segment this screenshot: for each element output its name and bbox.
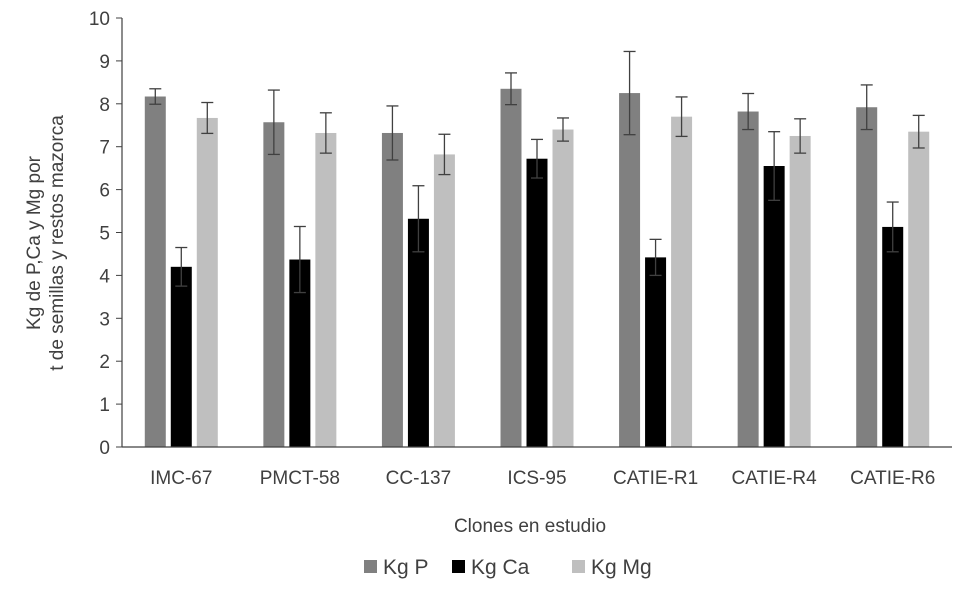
bar-kg-p-pmct-58 (263, 122, 285, 447)
x-category-label: IMC-67 (150, 468, 212, 489)
x-category-label: CATIE-R1 (613, 468, 698, 489)
y-axis-ticks: 0 1 2 3 4 5 6 7 8 9 10 (89, 9, 122, 459)
y-tick-label: 6 (99, 181, 110, 202)
bar-kg-p-catie-r1 (619, 93, 641, 447)
legend-swatch (572, 560, 585, 573)
y-tick-label: 1 (99, 395, 110, 416)
error-bar (531, 138, 543, 179)
error-bar (149, 88, 162, 105)
error-bar (742, 92, 755, 131)
legend-label: Kg Ca (471, 556, 530, 579)
bar-kg-ca-cc-137 (407, 218, 429, 447)
bar-kg-ca-catie-r6 (882, 226, 904, 447)
bar-kg-p-catie-r6 (856, 107, 878, 448)
error-bar (912, 114, 925, 149)
x-category-label: PMCT-58 (260, 468, 340, 489)
x-category-label: ICS-95 (507, 468, 566, 489)
x-category-label: CATIE-R4 (732, 468, 818, 489)
bars (144, 88, 930, 448)
error-bar (886, 201, 899, 253)
y-tick-label: 10 (89, 9, 110, 30)
bar-kg-p-ics-95 (500, 88, 522, 447)
bar-kg-p-catie-r4 (737, 111, 759, 447)
bar-kg-ca-catie-r4 (763, 166, 785, 447)
y-tick-label: 0 (99, 438, 110, 459)
x-axis-categories: IMC-67 PMCT-58 CC-137 ICS-95 CATIE-R1 CATIE-R… (150, 468, 935, 489)
error-bar (267, 89, 280, 156)
y-axis-title-line-2: t de semillas y restos mazorca (47, 115, 68, 371)
bar-kg-p-cc-137 (381, 132, 403, 448)
legend-item-kg-mg: Kg Mg (572, 556, 652, 579)
y-tick-label: 3 (99, 309, 110, 330)
legend-item-kg-ca: Kg Ca (452, 556, 530, 579)
y-tick-label: 5 (99, 224, 110, 245)
error-bar (412, 185, 425, 253)
legend-item-kg-p: Kg P (364, 556, 429, 579)
error-bar (623, 50, 636, 136)
y-tick-label: 7 (99, 138, 110, 159)
error-bar (438, 133, 451, 176)
bar-kg-ca-ics-95 (526, 158, 548, 447)
y-tick-label: 9 (99, 52, 110, 73)
bar-kg-mg-catie-r6 (908, 131, 930, 447)
bar-kg-mg-cc-137 (433, 154, 455, 447)
error-bar (860, 84, 873, 131)
y-tick-label: 4 (99, 266, 110, 287)
legend-label: Kg P (383, 556, 429, 579)
x-axis-title: Clones en estudio (454, 516, 606, 537)
x-category-label: CATIE-R6 (850, 468, 935, 489)
error-bar (319, 112, 332, 154)
legend-swatch (452, 560, 465, 573)
bar-kg-ca-pmct-58 (289, 259, 311, 447)
error-bar (505, 72, 517, 106)
error-bar (768, 131, 781, 201)
bar-kg-mg-catie-r4 (789, 135, 811, 447)
x-category-label: CC-137 (386, 468, 451, 489)
y-tick-label: 8 (99, 95, 110, 116)
error-bars (149, 50, 925, 294)
y-axis-title-line-1: Kg de P,Ca y Mg por (24, 155, 45, 330)
legend: Kg P Kg Ca Kg Mg (364, 556, 652, 579)
legend-label: Kg Mg (591, 556, 652, 579)
axes (121, 18, 952, 448)
error-bar (201, 101, 214, 135)
bar-kg-ca-imc-67 (170, 266, 192, 447)
bar-kg-ca-catie-r1 (645, 257, 667, 447)
y-tick-label: 2 (99, 352, 110, 373)
error-bar (175, 246, 188, 287)
bar-kg-mg-pmct-58 (315, 132, 337, 448)
legend-swatch (364, 560, 377, 573)
bar-kg-mg-catie-r1 (671, 116, 693, 448)
bar-kg-p-imc-67 (144, 96, 166, 447)
error-bar (794, 118, 807, 154)
bar-kg-mg-ics-95 (552, 129, 574, 448)
error-bar (293, 225, 306, 294)
error-bar (386, 105, 399, 161)
bar-kg-mg-imc-67 (196, 117, 218, 447)
error-bar (557, 117, 569, 142)
error-bar (649, 238, 662, 277)
error-bar (675, 96, 688, 138)
